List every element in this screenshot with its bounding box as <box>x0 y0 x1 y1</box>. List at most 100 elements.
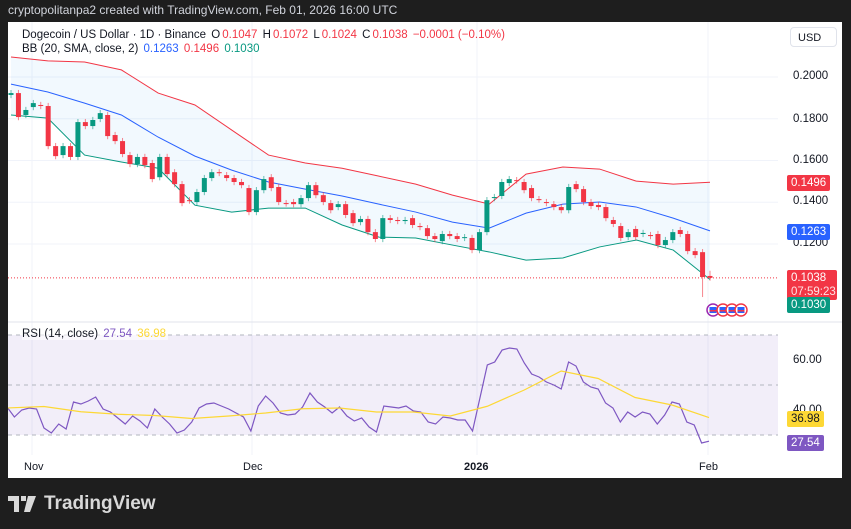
tradingview-logo-icon <box>8 496 36 512</box>
candle-body <box>328 203 334 211</box>
candle-body <box>172 172 178 185</box>
bb-upper-badge: 0.1496 <box>787 175 831 191</box>
candle-body <box>365 218 371 233</box>
candle-body <box>149 163 155 180</box>
candle-body <box>60 146 66 156</box>
bb-legend[interactable]: BB (20, SMA, close, 2) 0.1263 0.1496 0.1… <box>22 43 262 55</box>
candle-body <box>320 195 326 203</box>
candle-body <box>246 188 252 213</box>
tradingview-logo-text: TradingView <box>44 493 156 514</box>
time-tick-feb: Feb <box>699 461 718 473</box>
candle-body <box>216 172 222 174</box>
candle-body <box>305 185 311 199</box>
last-price-badge: 0.1038 07:59:23 <box>787 270 837 300</box>
candle-body <box>53 146 59 157</box>
candle-body <box>685 233 691 252</box>
bb-upper-value: 0.1496 <box>183 43 220 55</box>
candle-body <box>595 204 601 208</box>
chart-panel[interactable]: Dogecoin / US Dollar · 1D · Binance O 0.1… <box>8 22 842 478</box>
candle-body <box>15 93 21 118</box>
candle-body <box>499 182 505 196</box>
candle-body <box>655 233 661 246</box>
close-value: 0.1038 <box>372 29 408 41</box>
price-tick: 0.1600 <box>793 154 829 166</box>
candle-body <box>454 236 460 240</box>
rsi-tick: 60.00 <box>793 354 822 366</box>
candle-body <box>417 226 423 228</box>
candle-body <box>231 178 237 183</box>
candle-body <box>603 207 609 219</box>
time-tick-dec: Dec <box>243 461 263 473</box>
candle-body <box>610 220 616 224</box>
candle-body <box>521 182 527 191</box>
tradingview-logo[interactable]: TradingView <box>8 493 156 515</box>
price-tick: 0.1400 <box>793 195 829 207</box>
candle-body <box>276 187 282 203</box>
bar-countdown: 07:59:23 <box>791 286 836 298</box>
candle-body <box>283 203 289 205</box>
candle-body <box>97 113 103 119</box>
candle-body <box>268 177 274 189</box>
candle-body <box>335 204 341 208</box>
candle-body <box>648 235 654 237</box>
bb-lower-value: 0.1030 <box>224 43 260 55</box>
candle-body <box>707 275 713 278</box>
open-value: 0.1047 <box>222 29 258 41</box>
us-flag-stripe <box>728 310 736 312</box>
bb-lower-badge: 0.1030 <box>787 297 831 313</box>
rsi-legend[interactable]: RSI (14, close) 27.54 36.98 <box>22 328 169 340</box>
candle-body <box>82 122 88 127</box>
close-label: C <box>362 29 371 41</box>
candle-body <box>142 156 148 166</box>
symbol-legend: Dogecoin / US Dollar · 1D · Binance O 0.1… <box>22 29 507 41</box>
candle-body <box>536 199 542 201</box>
candle-body <box>67 146 73 157</box>
candle-body <box>45 106 51 147</box>
candle-body <box>350 213 356 224</box>
candle-body <box>380 218 386 240</box>
candle-body <box>424 228 430 237</box>
candle-body <box>179 184 185 204</box>
candle-body <box>529 188 535 199</box>
candle-body <box>157 156 163 178</box>
candle-body <box>476 232 482 251</box>
candle-body <box>573 184 579 190</box>
time-tick-nov: Nov <box>24 461 44 473</box>
bb-basis-badge: 0.1263 <box>787 224 831 240</box>
candle-body <box>677 230 683 234</box>
symbol-title[interactable]: Dogecoin / US Dollar · 1D · Binance <box>22 29 207 41</box>
candle-body <box>588 202 594 207</box>
rsi-badge: 27.54 <box>787 435 824 451</box>
candle-body <box>670 232 676 241</box>
candle-body <box>186 200 192 202</box>
bb-basis-value: 0.1263 <box>143 43 179 55</box>
candle-body <box>105 114 111 137</box>
candle-body <box>447 233 453 237</box>
candle-body <box>30 103 36 108</box>
candle-body <box>261 179 267 191</box>
candle-body <box>75 122 81 157</box>
candle-body <box>432 236 438 240</box>
candle-body <box>402 220 408 222</box>
candle-body <box>439 233 445 242</box>
last-price: 0.1038 <box>791 272 827 284</box>
low-label: L <box>313 29 320 41</box>
candle-body <box>551 204 557 208</box>
candle-body <box>581 189 587 203</box>
low-value: 0.1024 <box>321 29 357 41</box>
chart-canvas[interactable] <box>8 22 842 478</box>
price-tick: 0.1200 <box>793 237 829 249</box>
candle-body <box>633 228 639 238</box>
candle-body <box>372 232 378 240</box>
candle-body <box>134 156 140 165</box>
currency-selector[interactable]: USD <box>790 27 837 47</box>
rsi-value: 27.54 <box>103 328 133 340</box>
candle-body <box>239 182 245 186</box>
candle-body <box>469 237 475 251</box>
candle-body <box>484 200 490 233</box>
candle-body <box>410 218 416 226</box>
time-tick-2026: 2026 <box>464 461 489 473</box>
candle-body <box>23 109 29 115</box>
us-flag-stripe <box>737 310 745 312</box>
bb-label: BB (20, SMA, close, 2) <box>22 43 139 55</box>
